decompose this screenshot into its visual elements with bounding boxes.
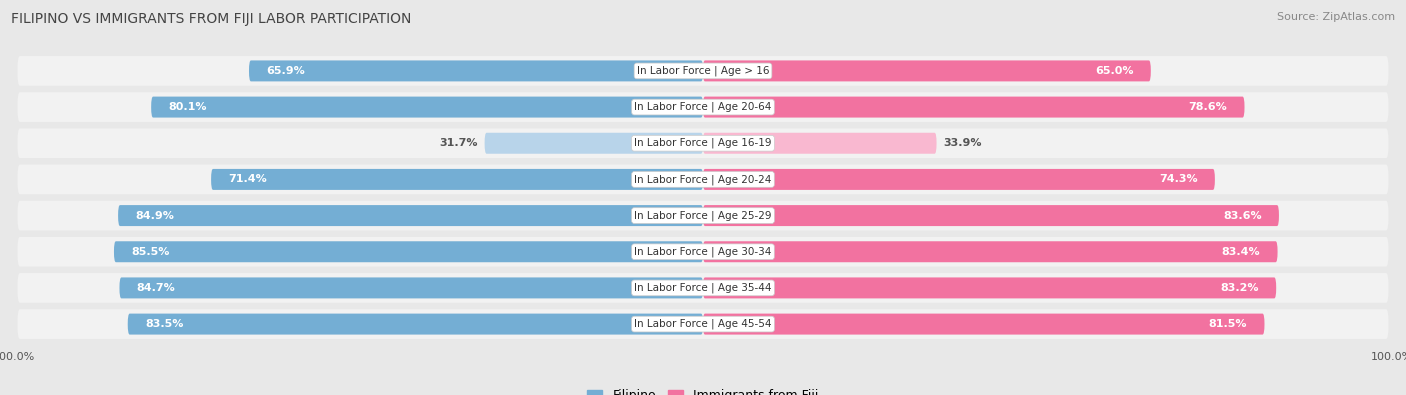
FancyBboxPatch shape — [17, 309, 1389, 339]
Text: 78.6%: 78.6% — [1188, 102, 1227, 112]
FancyBboxPatch shape — [485, 133, 703, 154]
Text: 31.7%: 31.7% — [439, 138, 478, 148]
Text: 80.1%: 80.1% — [169, 102, 207, 112]
Text: Source: ZipAtlas.com: Source: ZipAtlas.com — [1277, 12, 1395, 22]
FancyBboxPatch shape — [152, 97, 703, 118]
FancyBboxPatch shape — [17, 201, 1389, 230]
FancyBboxPatch shape — [703, 97, 1244, 118]
FancyBboxPatch shape — [17, 128, 1389, 158]
Text: 85.5%: 85.5% — [131, 247, 170, 257]
FancyBboxPatch shape — [211, 169, 703, 190]
FancyBboxPatch shape — [703, 169, 1215, 190]
Text: In Labor Force | Age 25-29: In Labor Force | Age 25-29 — [634, 210, 772, 221]
Text: In Labor Force | Age 30-34: In Labor Force | Age 30-34 — [634, 246, 772, 257]
Text: 33.9%: 33.9% — [943, 138, 981, 148]
FancyBboxPatch shape — [17, 56, 1389, 86]
Text: 74.3%: 74.3% — [1159, 175, 1198, 184]
FancyBboxPatch shape — [703, 314, 1264, 335]
Text: 83.2%: 83.2% — [1220, 283, 1258, 293]
Text: 65.9%: 65.9% — [266, 66, 305, 76]
FancyBboxPatch shape — [249, 60, 703, 81]
FancyBboxPatch shape — [17, 237, 1389, 267]
Text: In Labor Force | Age 20-64: In Labor Force | Age 20-64 — [634, 102, 772, 112]
FancyBboxPatch shape — [703, 60, 1152, 81]
FancyBboxPatch shape — [17, 92, 1389, 122]
Text: FILIPINO VS IMMIGRANTS FROM FIJI LABOR PARTICIPATION: FILIPINO VS IMMIGRANTS FROM FIJI LABOR P… — [11, 12, 412, 26]
FancyBboxPatch shape — [17, 273, 1389, 303]
Text: 83.5%: 83.5% — [145, 319, 183, 329]
Text: In Labor Force | Age > 16: In Labor Force | Age > 16 — [637, 66, 769, 76]
FancyBboxPatch shape — [114, 241, 703, 262]
FancyBboxPatch shape — [128, 314, 703, 335]
FancyBboxPatch shape — [120, 277, 703, 298]
FancyBboxPatch shape — [17, 165, 1389, 194]
Text: In Labor Force | Age 45-54: In Labor Force | Age 45-54 — [634, 319, 772, 329]
Text: 83.6%: 83.6% — [1223, 211, 1261, 220]
FancyBboxPatch shape — [703, 205, 1279, 226]
Text: 83.4%: 83.4% — [1222, 247, 1260, 257]
FancyBboxPatch shape — [118, 205, 703, 226]
Text: In Labor Force | Age 16-19: In Labor Force | Age 16-19 — [634, 138, 772, 149]
Text: 81.5%: 81.5% — [1209, 319, 1247, 329]
Text: 65.0%: 65.0% — [1095, 66, 1133, 76]
Text: 71.4%: 71.4% — [228, 175, 267, 184]
FancyBboxPatch shape — [703, 133, 936, 154]
Text: In Labor Force | Age 35-44: In Labor Force | Age 35-44 — [634, 283, 772, 293]
Text: In Labor Force | Age 20-24: In Labor Force | Age 20-24 — [634, 174, 772, 185]
FancyBboxPatch shape — [703, 241, 1278, 262]
FancyBboxPatch shape — [703, 277, 1277, 298]
Text: 84.9%: 84.9% — [135, 211, 174, 220]
Legend: Filipino, Immigrants from Fiji: Filipino, Immigrants from Fiji — [582, 384, 824, 395]
Text: 84.7%: 84.7% — [136, 283, 176, 293]
